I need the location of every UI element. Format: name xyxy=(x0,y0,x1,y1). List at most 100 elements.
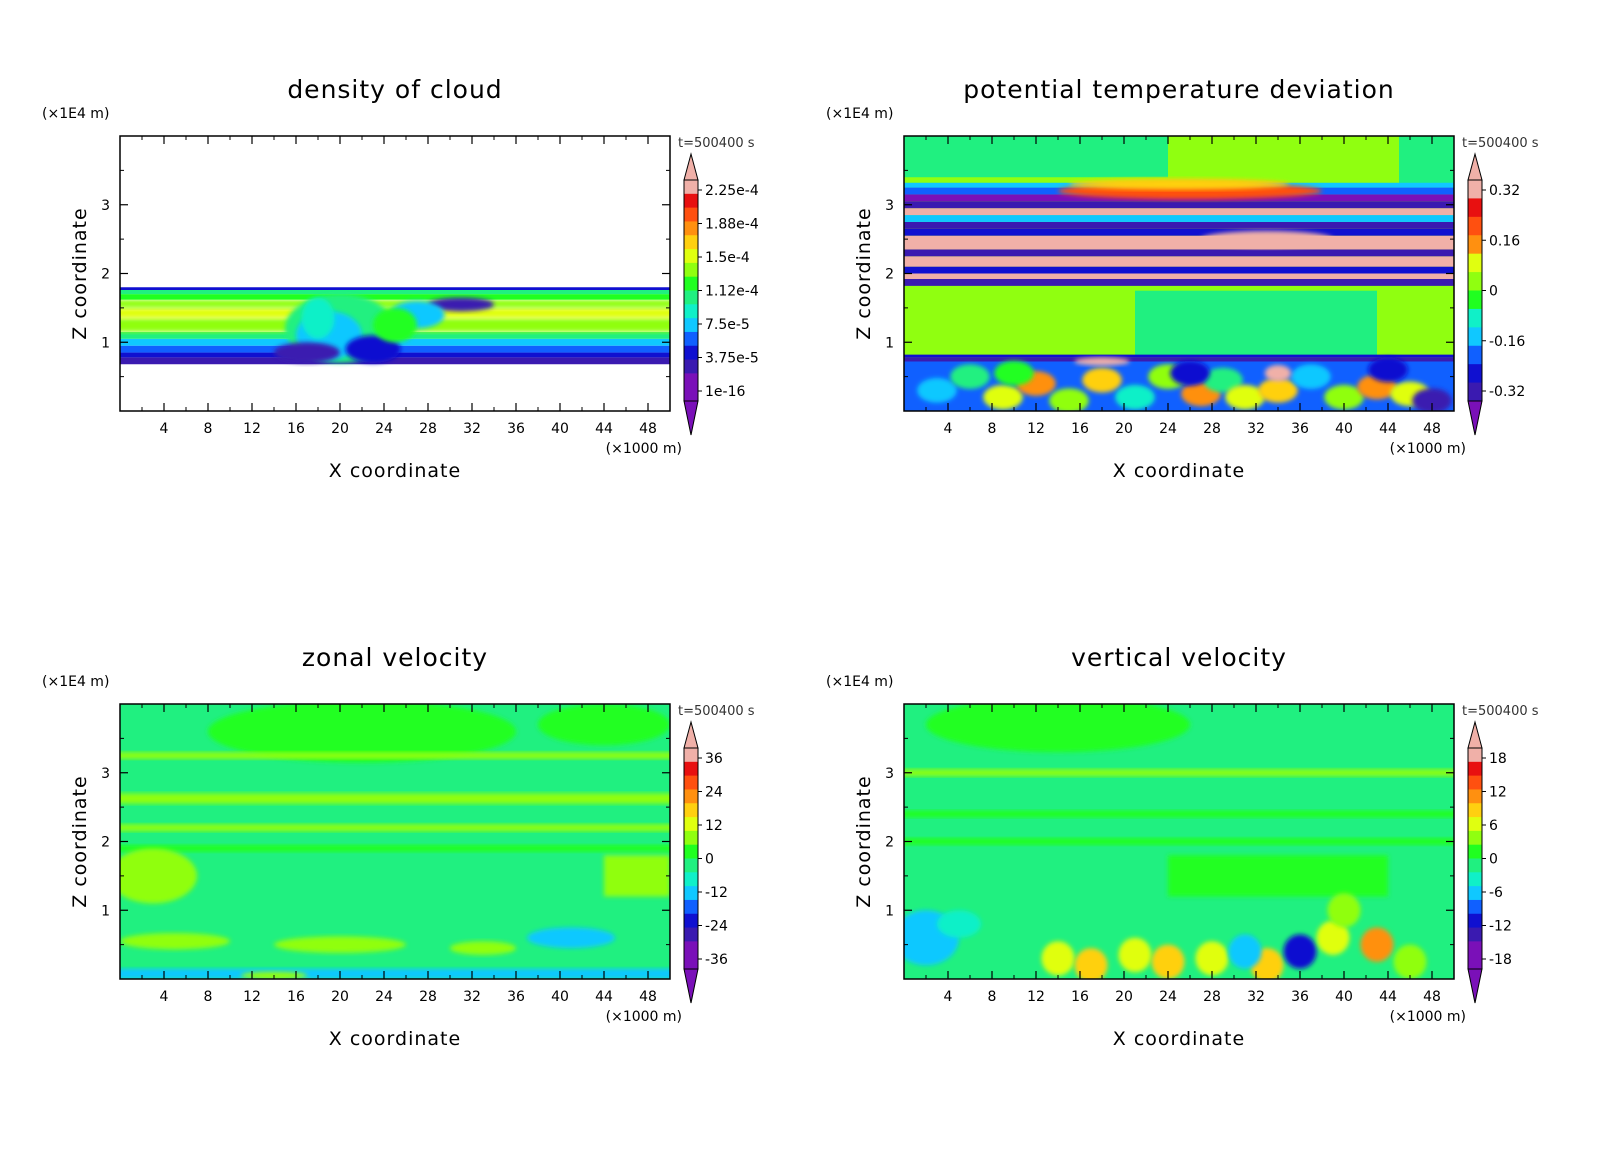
x-tick-label: 20 xyxy=(331,421,349,437)
colorbar-segment xyxy=(1468,327,1482,347)
y-axis-label: Z coordinate xyxy=(853,207,875,339)
time-label: t=500400 s xyxy=(678,704,755,719)
contour-blob xyxy=(1283,934,1317,969)
colorbar-segment xyxy=(1468,830,1482,846)
chart-panel-u: zonal velocity(×1E4 m)t=500400 s4 8 12 16 20… xyxy=(42,643,755,1050)
colorbar-label: -36 xyxy=(705,952,728,968)
colorbar-segment xyxy=(684,789,698,804)
x-tick-label: 40 xyxy=(551,421,569,437)
contour-blob xyxy=(1049,388,1089,411)
contour-blob xyxy=(1201,230,1333,248)
x-tick-label: 16 xyxy=(1071,989,1089,1005)
contour-blob xyxy=(926,704,1190,753)
y-tick-label: 2 xyxy=(885,835,894,851)
x-tick-label: 12 xyxy=(243,421,261,437)
colorbar-segment xyxy=(1468,844,1482,859)
x-tick-label: 28 xyxy=(419,421,437,437)
chart-title: zonal velocity xyxy=(302,643,488,672)
y-tick-label: 1 xyxy=(101,335,110,351)
contour-blob xyxy=(1118,937,1152,973)
colorbar-top-arrow xyxy=(683,720,699,749)
contour-blob xyxy=(1316,920,1350,955)
x-tick-label: 32 xyxy=(463,421,481,437)
colorbar-segment xyxy=(684,803,698,818)
x-tick-label: 48 xyxy=(639,421,657,437)
contour-region xyxy=(1135,290,1377,356)
contour-blob xyxy=(373,307,417,343)
x-tick-label: 20 xyxy=(331,989,349,1005)
colorbar-label: -24 xyxy=(705,919,728,935)
contour-band xyxy=(120,793,670,804)
colorbar-segment xyxy=(684,858,698,873)
colorbar-segment xyxy=(684,913,698,929)
colorbar-label: -12 xyxy=(1489,919,1512,935)
colorbar-segment xyxy=(1468,817,1482,832)
contour-blob xyxy=(1170,360,1210,386)
x-axis-label: X coordinate xyxy=(329,1028,461,1050)
colorbar-segment xyxy=(684,872,698,887)
colorbar-segment xyxy=(1468,789,1482,804)
colorbar-segment xyxy=(684,927,698,942)
x-tick-label: 24 xyxy=(375,989,393,1005)
colorbar-label: -0.16 xyxy=(1489,334,1525,350)
y-unit-label: (×1E4 m) xyxy=(826,674,893,690)
contour-blob xyxy=(917,378,957,403)
x-tick-label: 32 xyxy=(463,989,481,1005)
colorbar-segment xyxy=(1468,748,1482,763)
contour-band xyxy=(904,769,1454,777)
colorbar-segment xyxy=(684,844,698,859)
colorbar-segment xyxy=(1468,272,1482,291)
x-unit-label: (×1000 m) xyxy=(1390,1009,1466,1025)
colorbar-label: 1e-16 xyxy=(705,384,745,400)
contour-band xyxy=(120,294,670,300)
chart-title: potential temperature deviation xyxy=(963,75,1394,104)
colorbar-segment xyxy=(684,775,698,790)
x-axis-label: X coordinate xyxy=(1113,460,1245,482)
x-tick-label: 4 xyxy=(944,989,953,1005)
heatmap-field xyxy=(904,704,1454,979)
x-tick-label: 36 xyxy=(507,989,525,1005)
colorbar-top-arrow xyxy=(683,152,699,181)
y-tick-label: 3 xyxy=(101,766,110,782)
contour-band xyxy=(904,266,1454,274)
colorbar-segment xyxy=(684,221,698,236)
colorbar-segment xyxy=(684,193,698,209)
contour-blob xyxy=(120,848,197,904)
colorbar-label: 0 xyxy=(1489,284,1498,300)
colorbar-segment xyxy=(1468,761,1482,777)
contour-region xyxy=(604,855,670,897)
colorbar-segment xyxy=(684,262,698,278)
colorbar-segment xyxy=(1468,775,1482,790)
colorbar-segment xyxy=(684,290,698,305)
colorbar-segment xyxy=(684,830,698,846)
colorbar-segment xyxy=(1468,382,1482,402)
contour-blob xyxy=(1291,364,1331,389)
contour-blob xyxy=(1069,178,1289,190)
colorbar-label: 18 xyxy=(1489,751,1507,767)
colorbar-segment xyxy=(1468,345,1482,365)
heatmap-field xyxy=(120,136,670,411)
contour-blob xyxy=(538,704,670,746)
colorbar-bottom-arrow xyxy=(1467,968,1483,1004)
contour-band xyxy=(120,299,670,308)
x-tick-label: 20 xyxy=(1115,989,1133,1005)
y-tick-label: 2 xyxy=(101,835,110,851)
contour-band xyxy=(120,844,670,852)
colorbar-segment xyxy=(684,761,698,777)
contour-region xyxy=(1399,136,1454,185)
colorbar-segment xyxy=(1468,955,1482,970)
time-label: t=500400 s xyxy=(678,136,755,151)
x-tick-label: 4 xyxy=(160,989,169,1005)
colorbar-segment xyxy=(684,249,698,264)
contour-band xyxy=(904,273,1454,279)
x-axis-label: X coordinate xyxy=(329,460,461,482)
colorbar-label: 0 xyxy=(1489,852,1498,868)
x-tick-label: 12 xyxy=(1027,421,1045,437)
colorbar-label: 1.88e-4 xyxy=(705,217,759,233)
colorbar-segment xyxy=(1468,913,1482,929)
x-tick-label: 8 xyxy=(988,421,997,437)
contour-band xyxy=(120,824,670,832)
contour-blob xyxy=(1225,384,1265,410)
colorbar-label: -12 xyxy=(705,885,728,901)
